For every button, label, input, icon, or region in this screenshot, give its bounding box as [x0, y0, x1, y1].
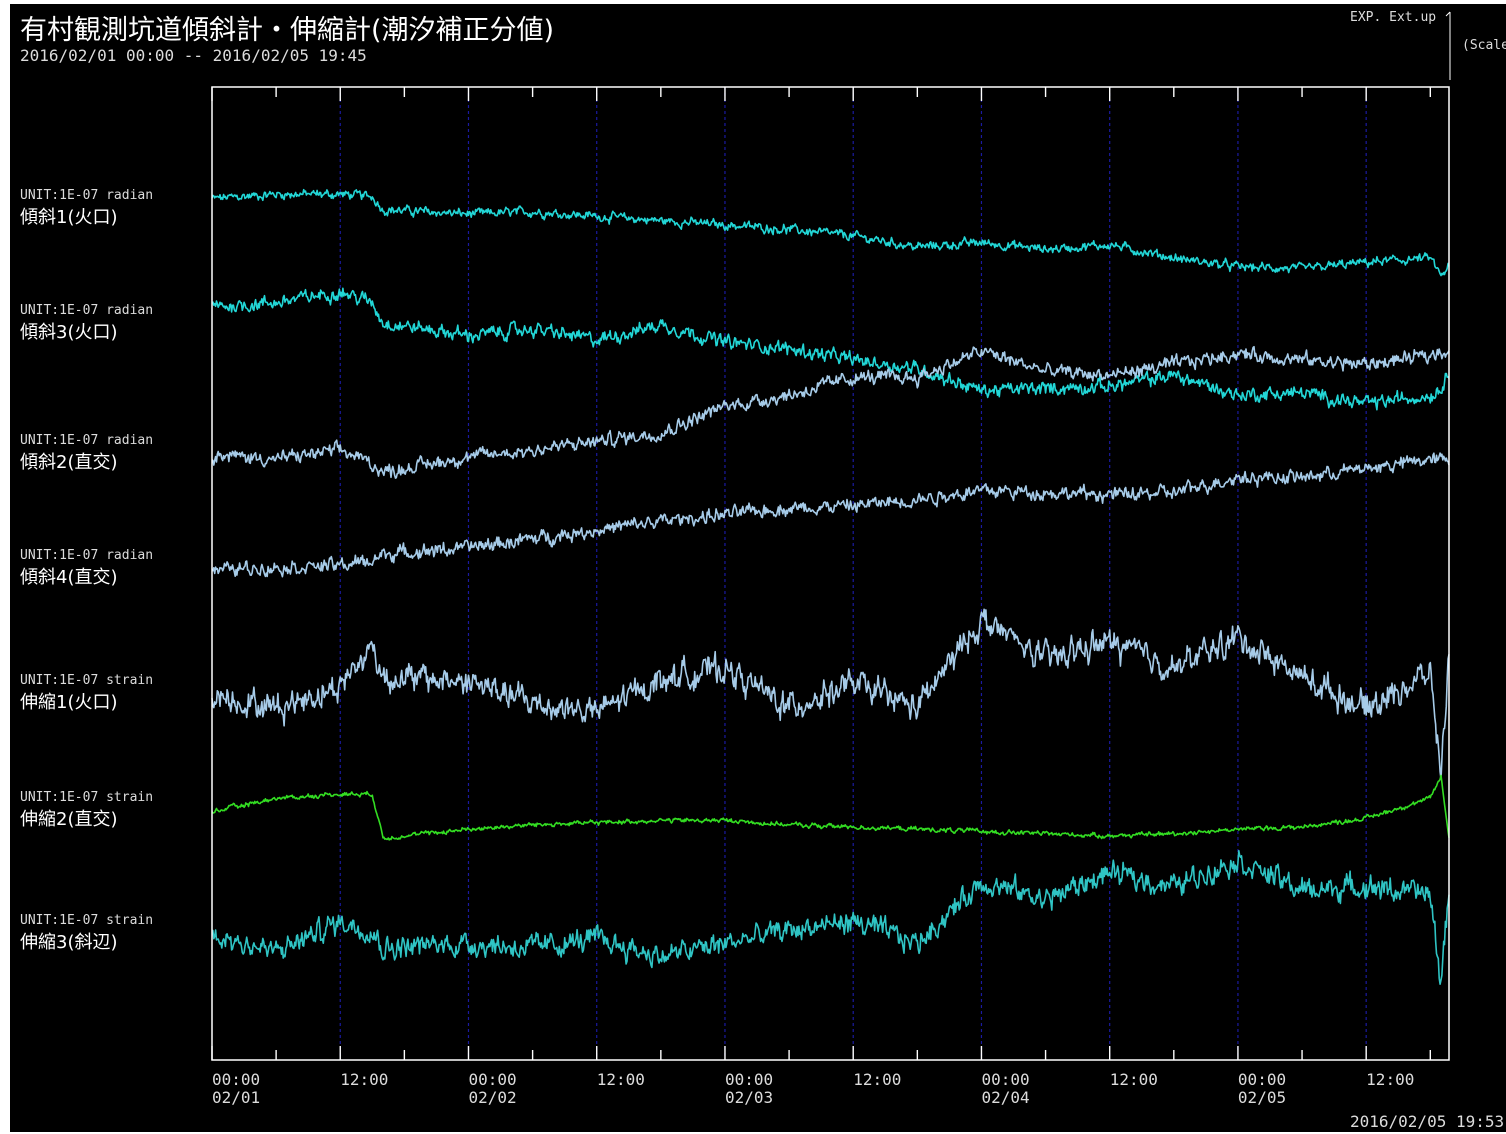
channel-label: UNIT:1E-07 radian 傾斜2(直交) — [20, 433, 153, 474]
series-line — [211, 188, 1450, 277]
grid-lines — [339, 87, 1367, 1060]
channel-name: 伸縮3(斜辺) — [20, 932, 118, 953]
x-tick-label-time: 12:00 — [340, 1070, 388, 1089]
channel-unit: UNIT:1E-07 radian — [20, 303, 154, 318]
plot-frame — [211, 86, 1450, 1061]
channel-unit: UNIT:1E-07 strain — [20, 673, 154, 688]
series-line — [211, 287, 1450, 411]
x-tick-label-time: 00:00 — [212, 1070, 260, 1089]
x-tick-label-time: 00:00 — [468, 1070, 516, 1089]
x-tick-label-date: 02/02 — [468, 1088, 516, 1107]
channel-label: UNIT:1E-07 radian 傾斜1(火口) — [20, 188, 153, 229]
series-line — [211, 850, 1450, 985]
series-line — [211, 452, 1450, 578]
x-tick-label-time: 12:00 — [597, 1070, 645, 1089]
channel-name: 傾斜1(火口) — [20, 207, 118, 228]
series-line — [211, 774, 1450, 841]
scale-arrow-icon — [1445, 11, 1451, 17]
x-tick-label-date: 02/05 — [1238, 1088, 1286, 1107]
channel-unit: UNIT:1E-07 radian — [20, 548, 154, 563]
x-tick-label-time: 00:00 — [1238, 1070, 1286, 1089]
channel-label: UNIT:1E-07 strain 伸縮1(火口) — [20, 673, 153, 714]
channel-unit: UNIT:1E-07 radian — [20, 188, 154, 203]
series-line — [211, 345, 1450, 479]
channel-label: UNIT:1E-07 strain 伸縮2(直交) — [20, 790, 153, 831]
chart-title: 有村観測坑道傾斜計・伸縮計(潮汐補正分値) — [20, 15, 555, 46]
generated-timestamp: 2016/02/05 19:53 — [1350, 1112, 1505, 1131]
channel-label: UNIT:1E-07 radian 傾斜3(火口) — [20, 303, 153, 344]
channel-unit: UNIT:1E-07 radian — [20, 433, 154, 448]
x-tick-label-date: 02/03 — [725, 1088, 773, 1107]
x-tick-label-time: 12:00 — [853, 1070, 901, 1089]
x-tick-label-time: 12:00 — [1110, 1070, 1158, 1089]
channel-name: 伸縮2(直交) — [20, 809, 118, 830]
scale-note: (Scale — [1462, 38, 1506, 53]
x-tick-label-time: 00:00 — [981, 1070, 1029, 1089]
channel-unit: UNIT:1E-07 strain — [20, 913, 154, 928]
x-tick-label-time: 12:00 — [1366, 1070, 1414, 1089]
plot-window: 有村観測坑道傾斜計・伸縮計(潮汐補正分値) 2016/02/01 00:00 -… — [10, 4, 1506, 1132]
channel-label: UNIT:1E-07 radian 傾斜4(直交) — [20, 548, 153, 589]
x-tick-label-date: 02/01 — [212, 1088, 260, 1107]
date-range: 2016/02/01 00:00 -- 2016/02/05 19:45 — [20, 46, 367, 65]
channel-name: 伸縮1(火口) — [20, 692, 118, 713]
channel-name: 傾斜4(直交) — [20, 567, 118, 588]
x-tick-label-time: 00:00 — [725, 1070, 773, 1089]
direction-note: EXP. Ext.up — [1350, 10, 1437, 25]
tick-marks — [211, 87, 1431, 1060]
channel-label: UNIT:1E-07 strain 伸縮3(斜辺) — [20, 913, 153, 954]
channel-name: 傾斜3(火口) — [20, 322, 118, 343]
series-line — [211, 608, 1450, 780]
x-tick-label-date: 02/04 — [981, 1088, 1029, 1107]
channel-unit: UNIT:1E-07 strain — [20, 790, 154, 805]
series-layer — [211, 188, 1450, 985]
channel-name: 傾斜2(直交) — [20, 452, 118, 473]
